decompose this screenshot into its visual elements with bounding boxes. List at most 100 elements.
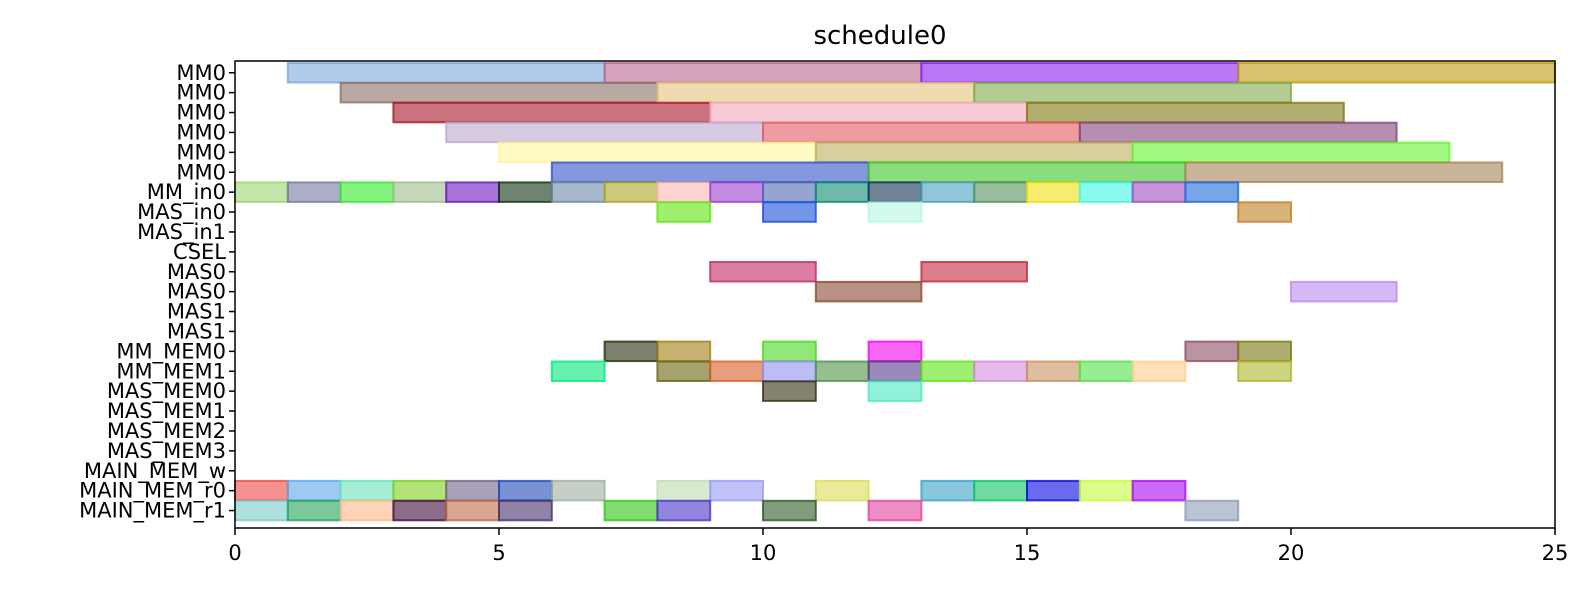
bar-mas0-13-15 bbox=[920, 261, 1029, 283]
bar-mm-mem0-7-8 bbox=[603, 340, 659, 363]
bar-mm-mem1-17-18 bbox=[1131, 360, 1187, 382]
bar-main-mem-r1-12-13 bbox=[867, 499, 923, 522]
bar-mm0-16-22 bbox=[1078, 121, 1398, 144]
y-tick-label: MM_MEM0 bbox=[116, 339, 226, 364]
bar-mm-mem1-19-20 bbox=[1237, 360, 1292, 382]
bar-mm0-6-12 bbox=[550, 161, 870, 183]
bar-main-mem-r0-6-7 bbox=[550, 479, 606, 502]
bar-main-mem-r1-3-4 bbox=[392, 499, 448, 522]
y-tick-label: MAIN_MEM_w bbox=[84, 459, 226, 484]
y-tick-label: MM0 bbox=[176, 81, 226, 105]
bar-mm-mem1-10-11 bbox=[762, 360, 817, 382]
y-tick-label: MAS1 bbox=[167, 319, 226, 343]
bar-main-mem-r0-8-9 bbox=[656, 479, 712, 502]
x-tick-label: 15 bbox=[1014, 541, 1041, 565]
chart-title: schedule0 bbox=[813, 21, 946, 51]
bar-main-mem-r0-15-16 bbox=[1026, 479, 1081, 502]
y-tick-label: MAS0 bbox=[167, 260, 226, 284]
bar-main-mem-r1-2-3 bbox=[339, 499, 395, 522]
bar-mm-in0-16-17 bbox=[1078, 181, 1134, 203]
bar-main-mem-r0-0-1 bbox=[234, 479, 289, 502]
bar-mas0-9-11 bbox=[709, 261, 817, 283]
bar-mm0-8-14 bbox=[656, 81, 976, 104]
y-tick-label: MAS1 bbox=[167, 300, 226, 324]
bar-mm-mem1-13-14 bbox=[920, 360, 976, 382]
bar-mm-mem1-14-15 bbox=[973, 360, 1029, 382]
bar-mm-mem1-8-9 bbox=[656, 360, 712, 382]
bar-mas0-11-13 bbox=[814, 280, 923, 303]
bar-mas-in0-8-9 bbox=[656, 201, 712, 223]
bar-mas-in0-19-20 bbox=[1237, 201, 1292, 223]
x-tick-label: 10 bbox=[750, 541, 777, 565]
bar-mm0-18-24 bbox=[1184, 161, 1504, 183]
y-tick-label: MAS_MEM3 bbox=[107, 439, 226, 464]
bar-main-mem-r1-1-2 bbox=[286, 499, 342, 522]
bar-main-mem-r0-2-3 bbox=[339, 479, 395, 502]
bar-mas-mem0-12-13 bbox=[867, 380, 923, 402]
bar-main-mem-r0-17-18 bbox=[1131, 479, 1187, 502]
bar-mm-mem1-9-10 bbox=[709, 360, 765, 382]
y-tick-label: MAIN_MEM_r0 bbox=[79, 479, 226, 504]
x-tick-label: 0 bbox=[228, 541, 241, 565]
bar-mm-in0-7-8 bbox=[603, 181, 659, 203]
bar-mm-in0-4-5 bbox=[445, 181, 501, 203]
y-tick-label: MAS_in1 bbox=[137, 220, 226, 245]
bar-main-mem-r0-9-10 bbox=[709, 479, 765, 502]
bar-mm0-19-25 bbox=[1237, 62, 1556, 84]
bar-mm0-7-13 bbox=[603, 62, 923, 84]
y-tick-label: MAS_MEM2 bbox=[107, 419, 226, 444]
x-tick-label: 20 bbox=[1278, 541, 1305, 565]
bar-main-mem-r0-16-17 bbox=[1078, 479, 1134, 502]
bar-mm-mem0-12-13 bbox=[867, 340, 923, 363]
bar-mm0-11-17 bbox=[814, 141, 1134, 164]
bar-main-mem-r1-5-6 bbox=[498, 499, 553, 522]
bar-mm-in0-5-6 bbox=[498, 181, 553, 203]
bar-mm-in0-12-13 bbox=[867, 181, 923, 203]
y-tick-label: MM_MEM1 bbox=[116, 359, 226, 384]
bar-main-mem-r1-10-11 bbox=[762, 499, 817, 522]
bar-mm-mem1-16-17 bbox=[1078, 360, 1134, 382]
bars-layer bbox=[234, 62, 1556, 522]
y-tick-label: MAS_MEM1 bbox=[107, 399, 226, 424]
bar-mm-mem1-12-13 bbox=[867, 360, 923, 382]
bar-mm0-9-15 bbox=[709, 101, 1028, 124]
bar-mm0-13-19 bbox=[920, 62, 1240, 84]
y-tick-label: MAIN_MEM_r1 bbox=[79, 499, 226, 524]
bar-mm-in0-14-15 bbox=[973, 181, 1029, 203]
bar-mm0-12-18 bbox=[867, 161, 1187, 183]
plot-frame bbox=[234, 60, 1556, 529]
x-axis-ticks: 0 5 10 15 20 25 bbox=[228, 528, 1568, 565]
bar-main-mem-r0-5-6 bbox=[498, 479, 553, 502]
bar-mm0-4-10 bbox=[445, 121, 764, 144]
bar-mm-in0-6-7 bbox=[550, 181, 606, 203]
bar-mm-mem1-11-12 bbox=[814, 360, 870, 382]
bar-mm0-15-21 bbox=[1026, 101, 1345, 124]
bar-main-mem-r0-14-15 bbox=[973, 479, 1029, 502]
bar-mm0-14-20 bbox=[973, 81, 1292, 104]
bar-main-mem-r1-0-1 bbox=[234, 499, 289, 522]
x-tick-label: 5 bbox=[492, 541, 505, 565]
bar-mm0-1-7 bbox=[286, 62, 606, 84]
bar-mm0-17-23 bbox=[1131, 141, 1451, 164]
bar-mm-in0-17-18 bbox=[1131, 181, 1187, 203]
bar-mm0-2-8 bbox=[339, 81, 659, 104]
bar-mm-in0-18-19 bbox=[1184, 181, 1240, 203]
y-tick-label: MM0 bbox=[176, 140, 226, 164]
bar-mm-in0-10-11 bbox=[762, 181, 817, 203]
bar-mm0-10-16 bbox=[762, 121, 1081, 144]
y-tick-label: MM0 bbox=[176, 120, 226, 144]
bar-mm0-3-9 bbox=[392, 101, 712, 124]
y-tick-label: MM0 bbox=[176, 101, 226, 125]
bar-main-mem-r1-7-8 bbox=[603, 499, 659, 522]
bar-mm-mem0-18-19 bbox=[1184, 340, 1240, 363]
bar-mm-in0-11-12 bbox=[814, 181, 870, 203]
bar-mm-mem0-10-11 bbox=[762, 340, 817, 363]
bar-mas0-20-22 bbox=[1290, 280, 1398, 303]
bar-mm-mem1-6-7 bbox=[550, 360, 606, 382]
bar-mm-in0-8-9 bbox=[656, 181, 712, 203]
bar-mm-in0-3-4 bbox=[392, 181, 448, 203]
bar-mas-in0-10-11 bbox=[762, 201, 817, 223]
bar-mm-in0-0-1 bbox=[234, 181, 289, 203]
bar-mm-in0-1-2 bbox=[286, 181, 342, 203]
